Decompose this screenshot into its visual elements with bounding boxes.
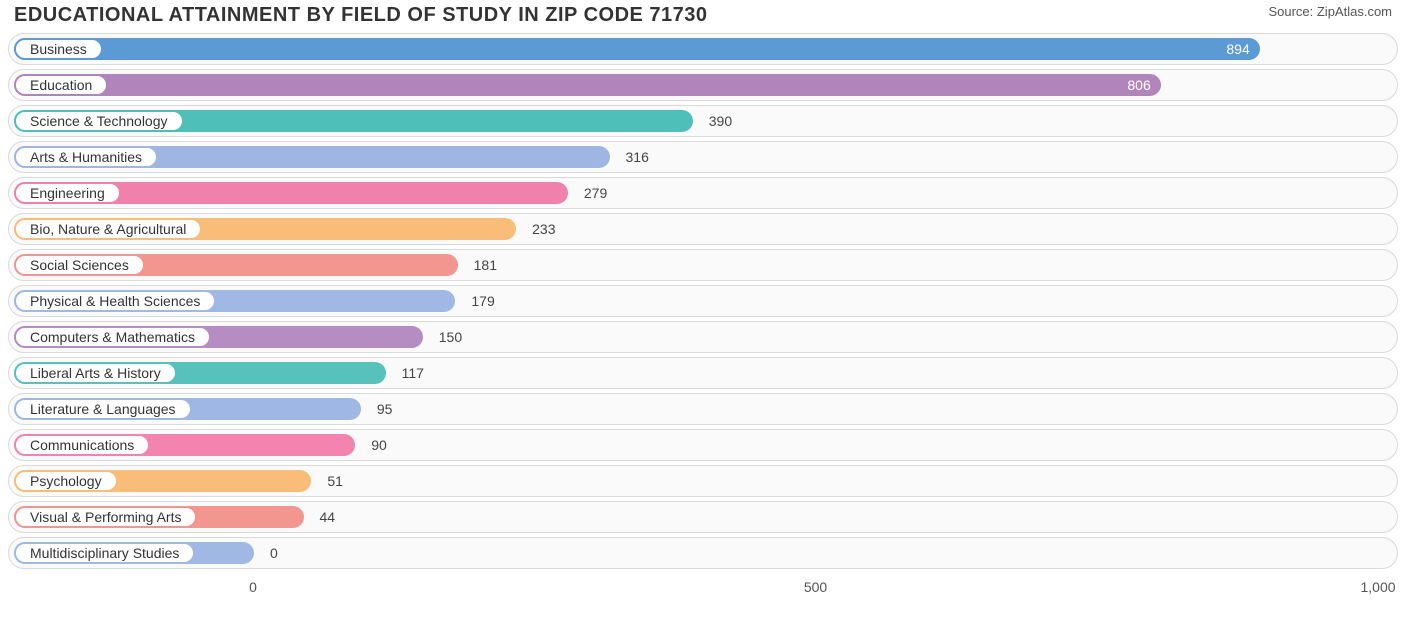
category-label: Engineering [30, 185, 105, 201]
bar-value: 894 [1226, 38, 1249, 60]
bar-value: 90 [371, 430, 387, 460]
x-axis-tick: 500 [804, 579, 827, 595]
category-label: Visual & Performing Arts [30, 509, 181, 525]
category-pill: Social Sciences [14, 254, 145, 276]
bar: 894 [14, 38, 1260, 60]
category-label: Multidisciplinary Studies [30, 545, 179, 561]
category-label: Bio, Nature & Agricultural [30, 221, 186, 237]
chart-row: Visual & Performing Arts 44 [8, 501, 1398, 533]
chart-row: Multidisciplinary Studies 0 [8, 537, 1398, 569]
chart-header: EDUCATIONAL ATTAINMENT BY FIELD OF STUDY… [8, 4, 1398, 33]
bar-value: 806 [1127, 74, 1150, 96]
category-pill: Communications [14, 434, 150, 456]
chart-row: Social Sciences 181 [8, 249, 1398, 281]
chart-row: 894 Business [8, 33, 1398, 65]
category-pill: Business [14, 38, 103, 60]
chart-row: Communications 90 [8, 429, 1398, 461]
category-label: Education [30, 77, 92, 93]
category-pill: Bio, Nature & Agricultural [14, 218, 202, 240]
chart-row: 806 Education [8, 69, 1398, 101]
category-label: Science & Technology [30, 113, 168, 129]
chart-row: Bio, Nature & Agricultural 233 [8, 213, 1398, 245]
category-pill: Engineering [14, 182, 121, 204]
bar-value: 150 [439, 322, 462, 352]
chart-row: Psychology 51 [8, 465, 1398, 497]
category-label: Communications [30, 437, 134, 453]
category-label: Literature & Languages [30, 401, 176, 417]
bar-value: 181 [474, 250, 497, 280]
bar-value: 390 [709, 106, 732, 136]
x-axis-tick: 0 [249, 579, 257, 595]
bar-value: 279 [584, 178, 607, 208]
category-pill: Psychology [14, 470, 118, 492]
bar-value: 316 [626, 142, 649, 172]
category-label: Psychology [30, 473, 102, 489]
category-pill: Visual & Performing Arts [14, 506, 197, 528]
category-label: Social Sciences [30, 257, 129, 273]
category-label: Computers & Mathematics [30, 329, 195, 345]
chart-row: Arts & Humanities 316 [8, 141, 1398, 173]
bar-value: 51 [327, 466, 343, 496]
bar-value: 179 [471, 286, 494, 316]
bar: 806 [14, 74, 1161, 96]
chart-source: Source: ZipAtlas.com [1268, 4, 1392, 19]
bar-value: 233 [532, 214, 555, 244]
chart-row: Science & Technology 390 [8, 105, 1398, 137]
category-pill: Physical & Health Sciences [14, 290, 216, 312]
bar-chart: 894 Business 806 Education Science & Technol… [8, 33, 1398, 569]
category-pill: Arts & Humanities [14, 146, 158, 168]
category-pill: Education [14, 74, 108, 96]
category-pill: Science & Technology [14, 110, 184, 132]
category-pill: Computers & Mathematics [14, 326, 211, 348]
category-label: Business [30, 41, 87, 57]
category-pill: Multidisciplinary Studies [14, 542, 195, 564]
chart-title: EDUCATIONAL ATTAINMENT BY FIELD OF STUDY… [14, 4, 708, 27]
chart-row: Literature & Languages 95 [8, 393, 1398, 425]
chart-row: Liberal Arts & History 117 [8, 357, 1398, 389]
x-axis-tick: 1,000 [1360, 579, 1395, 595]
bar-value: 95 [377, 394, 393, 424]
category-label: Liberal Arts & History [30, 365, 161, 381]
category-label: Arts & Humanities [30, 149, 142, 165]
x-axis: 0 500 1,000 [8, 573, 1398, 603]
chart-row: Computers & Mathematics 150 [8, 321, 1398, 353]
bar-value: 0 [270, 538, 278, 568]
category-label: Physical & Health Sciences [30, 293, 200, 309]
bar-value: 44 [320, 502, 336, 532]
chart-row: Engineering 279 [8, 177, 1398, 209]
chart-row: Physical & Health Sciences 179 [8, 285, 1398, 317]
category-pill: Literature & Languages [14, 398, 192, 420]
category-pill: Liberal Arts & History [14, 362, 177, 384]
bar-value: 117 [402, 358, 424, 388]
